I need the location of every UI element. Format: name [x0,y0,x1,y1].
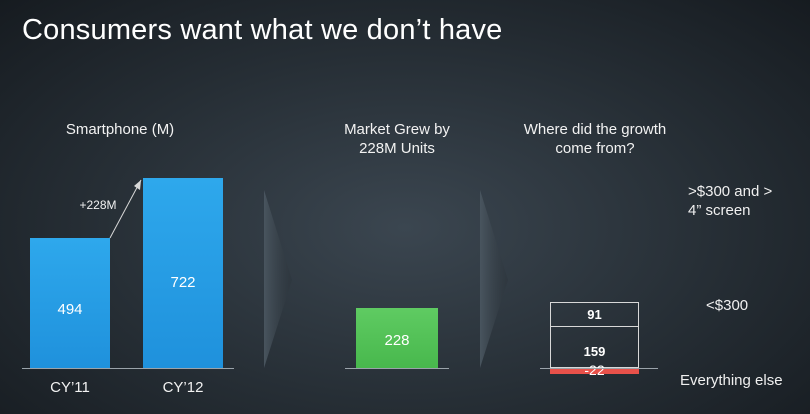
bar-market-growth-value: 228 [384,332,410,349]
x-tick-cy12: CY’12 [162,379,204,396]
segment-premium-value: 91 [587,307,602,323]
growth-source-title: Where did the growth come from? [523,121,667,157]
baseline-right [540,368,658,369]
growth-annotation: +228M [79,198,117,212]
growth-arrow [109,179,142,239]
segment-everything-else: -22 [550,362,639,378]
segment-everything-else-value: -22 [584,361,605,378]
segment-premium-label: >$300 and > 4” screen [688,183,773,219]
segment-low-price: 159 [550,326,639,368]
chevron-arrow-icon [480,190,508,368]
bar-market-growth [356,308,438,368]
segment-everything-else-label: Everything else [680,372,783,389]
segment-premium: 91 [550,302,639,328]
market-grew-title: Market Grew by 228M Units [344,121,450,157]
slide-title: Consumers want what we don’t have [22,14,503,46]
x-tick-cy11: CY’11 [50,379,90,396]
bar-cy11 [30,238,110,368]
baseline-middle [345,368,449,369]
bar-cy11-value: 494 [57,300,83,318]
growth-arrow-head [134,180,141,190]
segment-low-price-value: 159 [583,344,606,360]
bar-cy12 [143,178,223,368]
segment-low-price-label: <$300 [706,297,749,314]
baseline-left [22,368,234,369]
smartphone-chart-title: Smartphone (M) [65,121,175,138]
chevron-arrow-icon [264,190,292,368]
bar-cy12-value: 722 [170,273,196,291]
